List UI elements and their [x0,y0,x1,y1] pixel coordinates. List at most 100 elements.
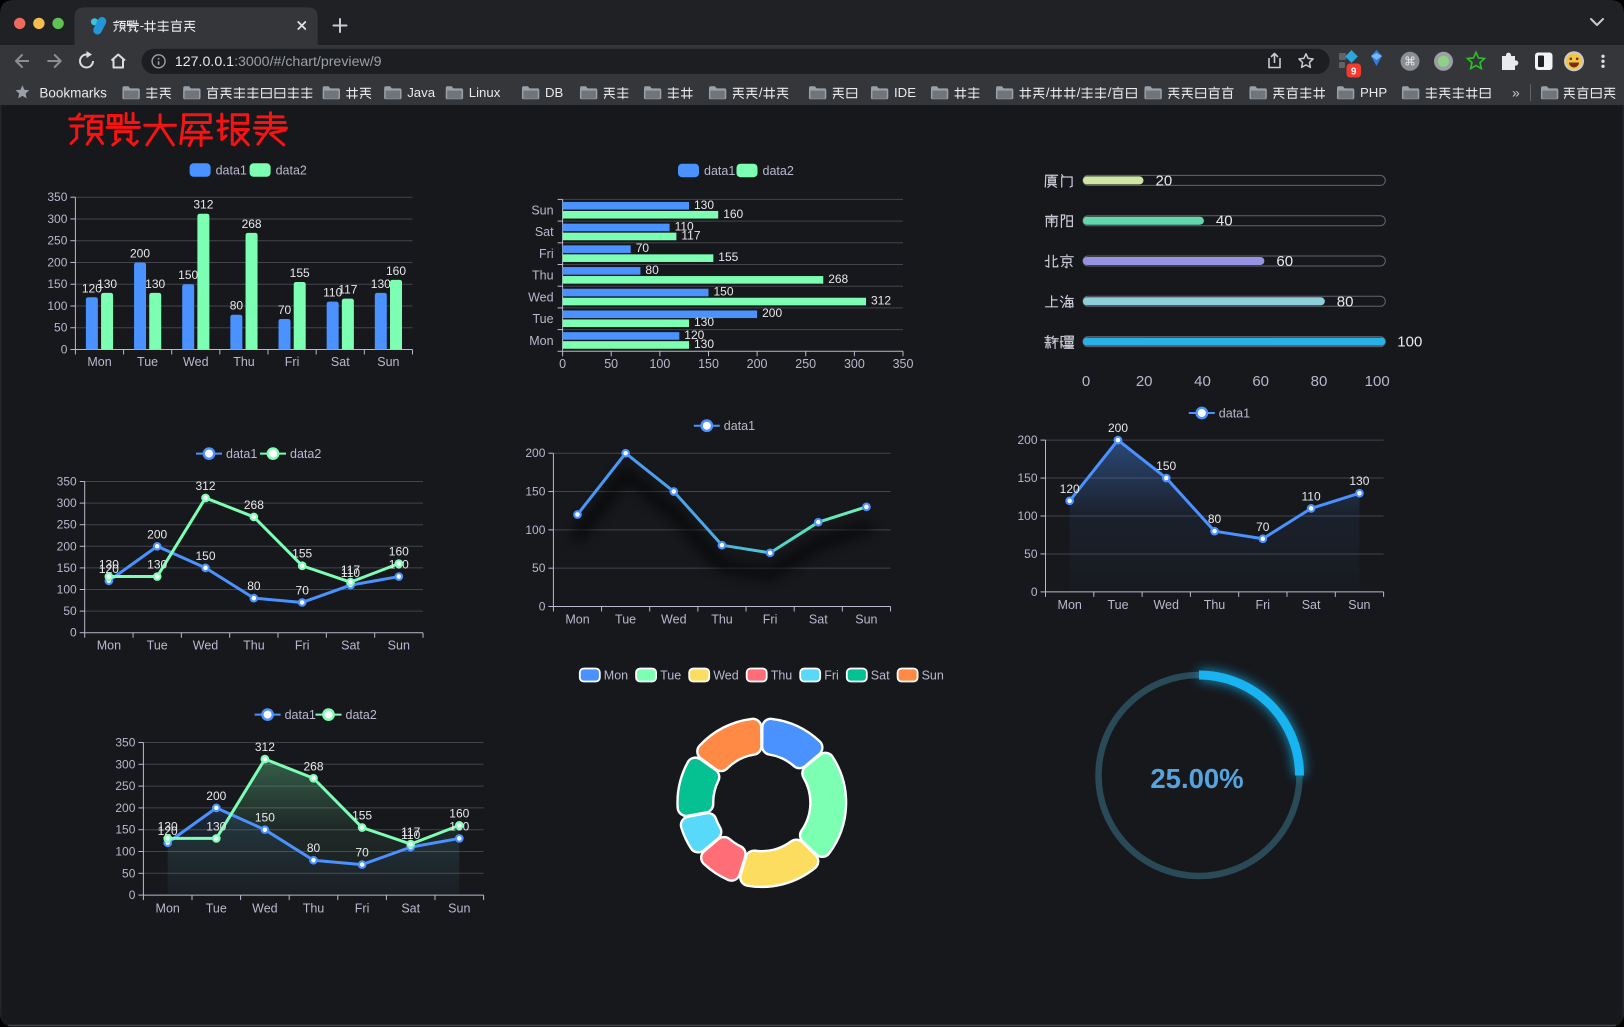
svg-text:150: 150 [714,285,734,299]
svg-text:Tue: Tue [147,639,168,653]
svg-text:250: 250 [47,234,67,248]
svg-text:300: 300 [47,212,67,226]
svg-text:50: 50 [532,561,546,575]
svg-text:80: 80 [307,841,321,855]
svg-text:150: 150 [178,268,198,282]
svg-text:100: 100 [525,523,545,537]
svg-text:200: 200 [115,801,135,815]
svg-text:PHP: PHP [1360,85,1387,100]
svg-text:80: 80 [247,579,261,593]
svg-text:150: 150 [1156,459,1176,473]
svg-text:0: 0 [1082,373,1090,390]
svg-text:Mon: Mon [87,355,111,369]
svg-text:Fri: Fri [355,902,370,916]
svg-text:200: 200 [1017,433,1037,447]
svg-text:117: 117 [681,228,700,242]
svg-text:/: / [1077,85,1081,100]
svg-text:Wed: Wed [252,902,278,916]
svg-text:117: 117 [338,283,357,297]
svg-text:Tue: Tue [206,902,227,916]
svg-text:160: 160 [723,207,743,221]
svg-text:110: 110 [401,828,420,842]
svg-text:0: 0 [559,357,566,371]
svg-text:200: 200 [762,306,782,320]
svg-text:70: 70 [296,584,310,598]
svg-text:Wed: Wed [528,290,554,304]
svg-text:70: 70 [1256,520,1270,534]
svg-text:110: 110 [675,219,694,233]
svg-text:Wed: Wed [713,668,739,682]
svg-text:Sun: Sun [531,204,553,218]
svg-text:0: 0 [61,343,68,357]
svg-text:200: 200 [206,789,226,803]
svg-text:150: 150 [115,823,135,837]
svg-text:9: 9 [1351,67,1357,78]
svg-text:100: 100 [1397,334,1422,351]
svg-text:80: 80 [1208,512,1222,526]
svg-text:Tue: Tue [660,668,681,682]
svg-text:100: 100 [57,583,77,597]
svg-text:130: 130 [206,819,226,833]
svg-text:155: 155 [292,547,312,561]
svg-text:Sun: Sun [377,355,399,369]
svg-text:Fri: Fri [1256,598,1271,612]
svg-text:155: 155 [718,250,738,264]
svg-text:200: 200 [747,357,768,371]
svg-text:Thu: Thu [243,639,265,653]
svg-text:⌘: ⌘ [1404,55,1416,69]
svg-text:120: 120 [99,562,119,576]
svg-text:120: 120 [158,824,178,838]
svg-text:Wed: Wed [193,639,219,653]
svg-text:Fri: Fri [285,355,300,369]
svg-text:130: 130 [97,277,117,291]
svg-text:0: 0 [70,626,77,640]
svg-text:Sat: Sat [1302,598,1321,612]
svg-text:70: 70 [278,303,292,317]
svg-text:100: 100 [47,299,67,313]
svg-text:Fri: Fri [539,247,554,261]
svg-text:268: 268 [244,498,264,512]
svg-text:Thu: Thu [711,613,733,627]
svg-text:Tue: Tue [533,312,554,326]
svg-text:data1: data1 [216,164,247,178]
svg-text:0: 0 [1031,585,1038,599]
svg-text:0: 0 [539,600,546,614]
svg-text:/: / [759,85,763,100]
svg-text:50: 50 [604,357,618,371]
svg-text:200: 200 [525,446,545,460]
svg-text:200: 200 [47,256,67,270]
svg-text:Thu: Thu [1204,598,1226,612]
svg-text:120: 120 [82,281,102,295]
svg-text:127.0.0.1:3000/#/chart/preview: 127.0.0.1:3000/#/chart/preview/9 [175,54,382,70]
svg-text:Mon: Mon [156,902,180,916]
svg-text:150: 150 [1017,471,1037,485]
svg-text:160: 160 [389,545,409,559]
svg-text:200: 200 [147,527,167,541]
svg-text:130: 130 [694,337,714,351]
svg-text:200: 200 [1108,421,1128,435]
svg-text:Thu: Thu [532,269,554,283]
svg-text:312: 312 [871,294,891,308]
svg-text:150: 150 [255,811,275,825]
svg-text:200: 200 [57,539,77,553]
svg-text:150: 150 [47,277,67,291]
svg-text:Thu: Thu [771,668,793,682]
svg-text:80: 80 [1311,373,1328,390]
svg-text:268: 268 [242,217,262,231]
svg-text:250: 250 [115,779,135,793]
svg-text:IDE: IDE [894,85,916,100]
svg-text:130: 130 [147,558,167,572]
svg-text:Sun: Sun [922,668,944,682]
svg-text:60: 60 [1252,373,1269,390]
svg-text:50: 50 [63,604,77,618]
svg-text:250: 250 [795,357,816,371]
svg-text:25.00%: 25.00% [1150,763,1243,794]
svg-text:100: 100 [1365,373,1390,390]
svg-text:130: 130 [158,819,178,833]
svg-text:350: 350 [47,190,67,204]
svg-text:250: 250 [57,518,77,532]
svg-text:Sat: Sat [341,639,360,653]
svg-text:data2: data2 [290,447,321,461]
svg-text:130: 130 [99,558,119,572]
svg-text:130: 130 [371,277,391,291]
